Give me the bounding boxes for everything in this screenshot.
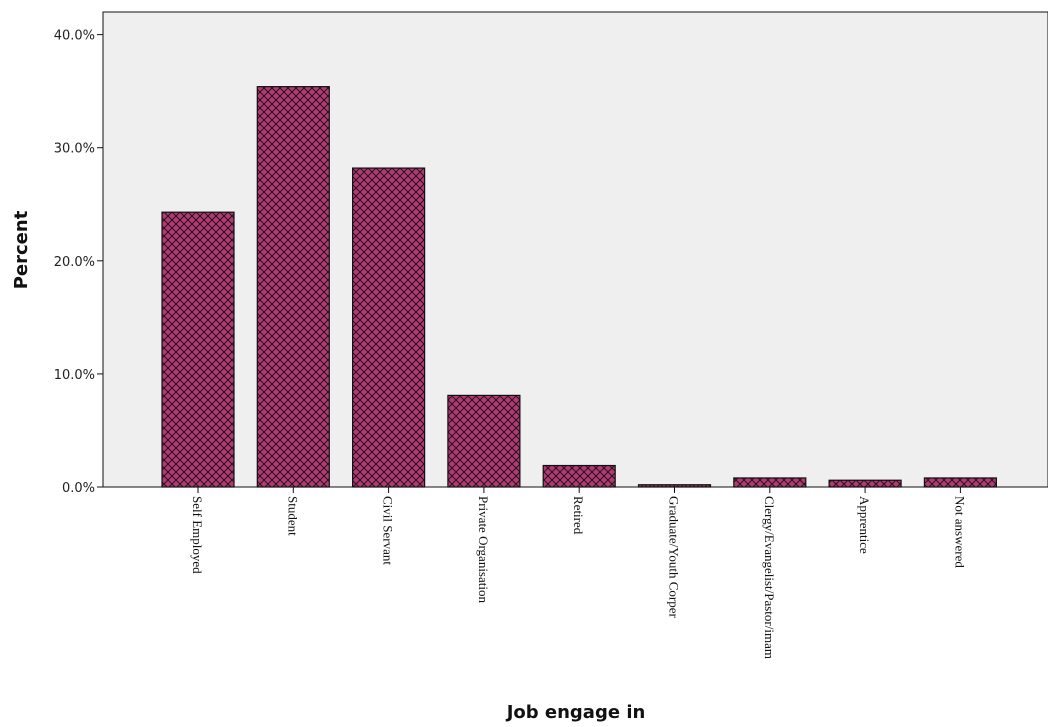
y-tick-label: 20.0% (54, 255, 95, 270)
y-tick-label: 40.0% (54, 29, 95, 44)
bar (447, 394, 521, 488)
x-axis: Self Employed Student Civil Servant Private… (103, 486, 1048, 659)
bar (352, 167, 426, 488)
x-axis-title: Job engage in (505, 702, 646, 723)
y-axis: 0.0% 10.0% 20.0% 30.0% 40.0% (54, 29, 103, 496)
bar (828, 479, 902, 488)
y-tick-label: 0.0% (62, 481, 95, 496)
y-tick-label: 30.0% (54, 142, 95, 157)
x-tick-label: Apprentice (857, 496, 872, 554)
x-tick-label: Clergy/Evangelist/Pastor/imam (762, 496, 777, 659)
y-tick-label: 10.0% (54, 368, 95, 383)
x-tick-label: Self Employed (190, 496, 205, 574)
bar (923, 477, 998, 488)
y-axis-title: Percent (11, 210, 32, 289)
x-tick-label: Graduate/Youth Corper (667, 496, 682, 618)
bar (542, 464, 616, 488)
x-tick-label: Not answered (952, 496, 967, 568)
bar (161, 211, 235, 488)
x-tick-label: Private Organisation (476, 496, 491, 603)
bar (256, 86, 330, 488)
x-tick-label: Student (285, 496, 300, 536)
x-tick-label: Retired (571, 496, 586, 535)
bars (161, 86, 998, 488)
plot-area (102, 11, 1048, 488)
x-tick-label: Civil Servant (381, 496, 396, 565)
bar (733, 477, 807, 488)
